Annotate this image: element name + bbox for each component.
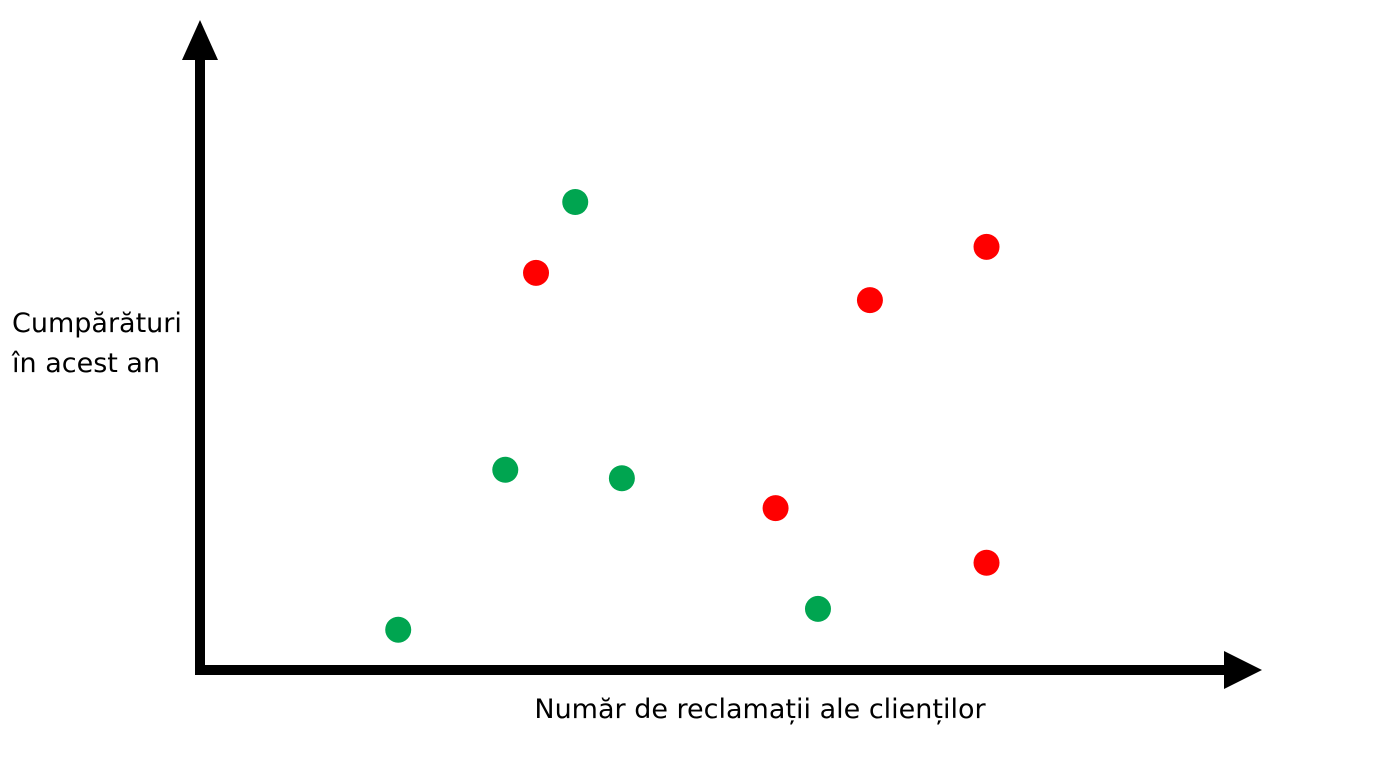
point: [562, 189, 589, 215]
point: [523, 259, 550, 286]
point: [608, 465, 635, 492]
y-axis-label: Cumpărături în acest an: [12, 308, 182, 379]
y-axis-arrow: [182, 20, 218, 60]
point: [762, 495, 789, 522]
x-axis-label: Număr de reclamații ale clienților: [534, 694, 986, 725]
point: [856, 287, 883, 314]
point: [973, 233, 1000, 260]
x-axis-arrow: [1224, 651, 1262, 689]
point: [492, 456, 519, 483]
point: [385, 616, 412, 643]
point: [804, 595, 831, 622]
point: [973, 549, 1000, 576]
